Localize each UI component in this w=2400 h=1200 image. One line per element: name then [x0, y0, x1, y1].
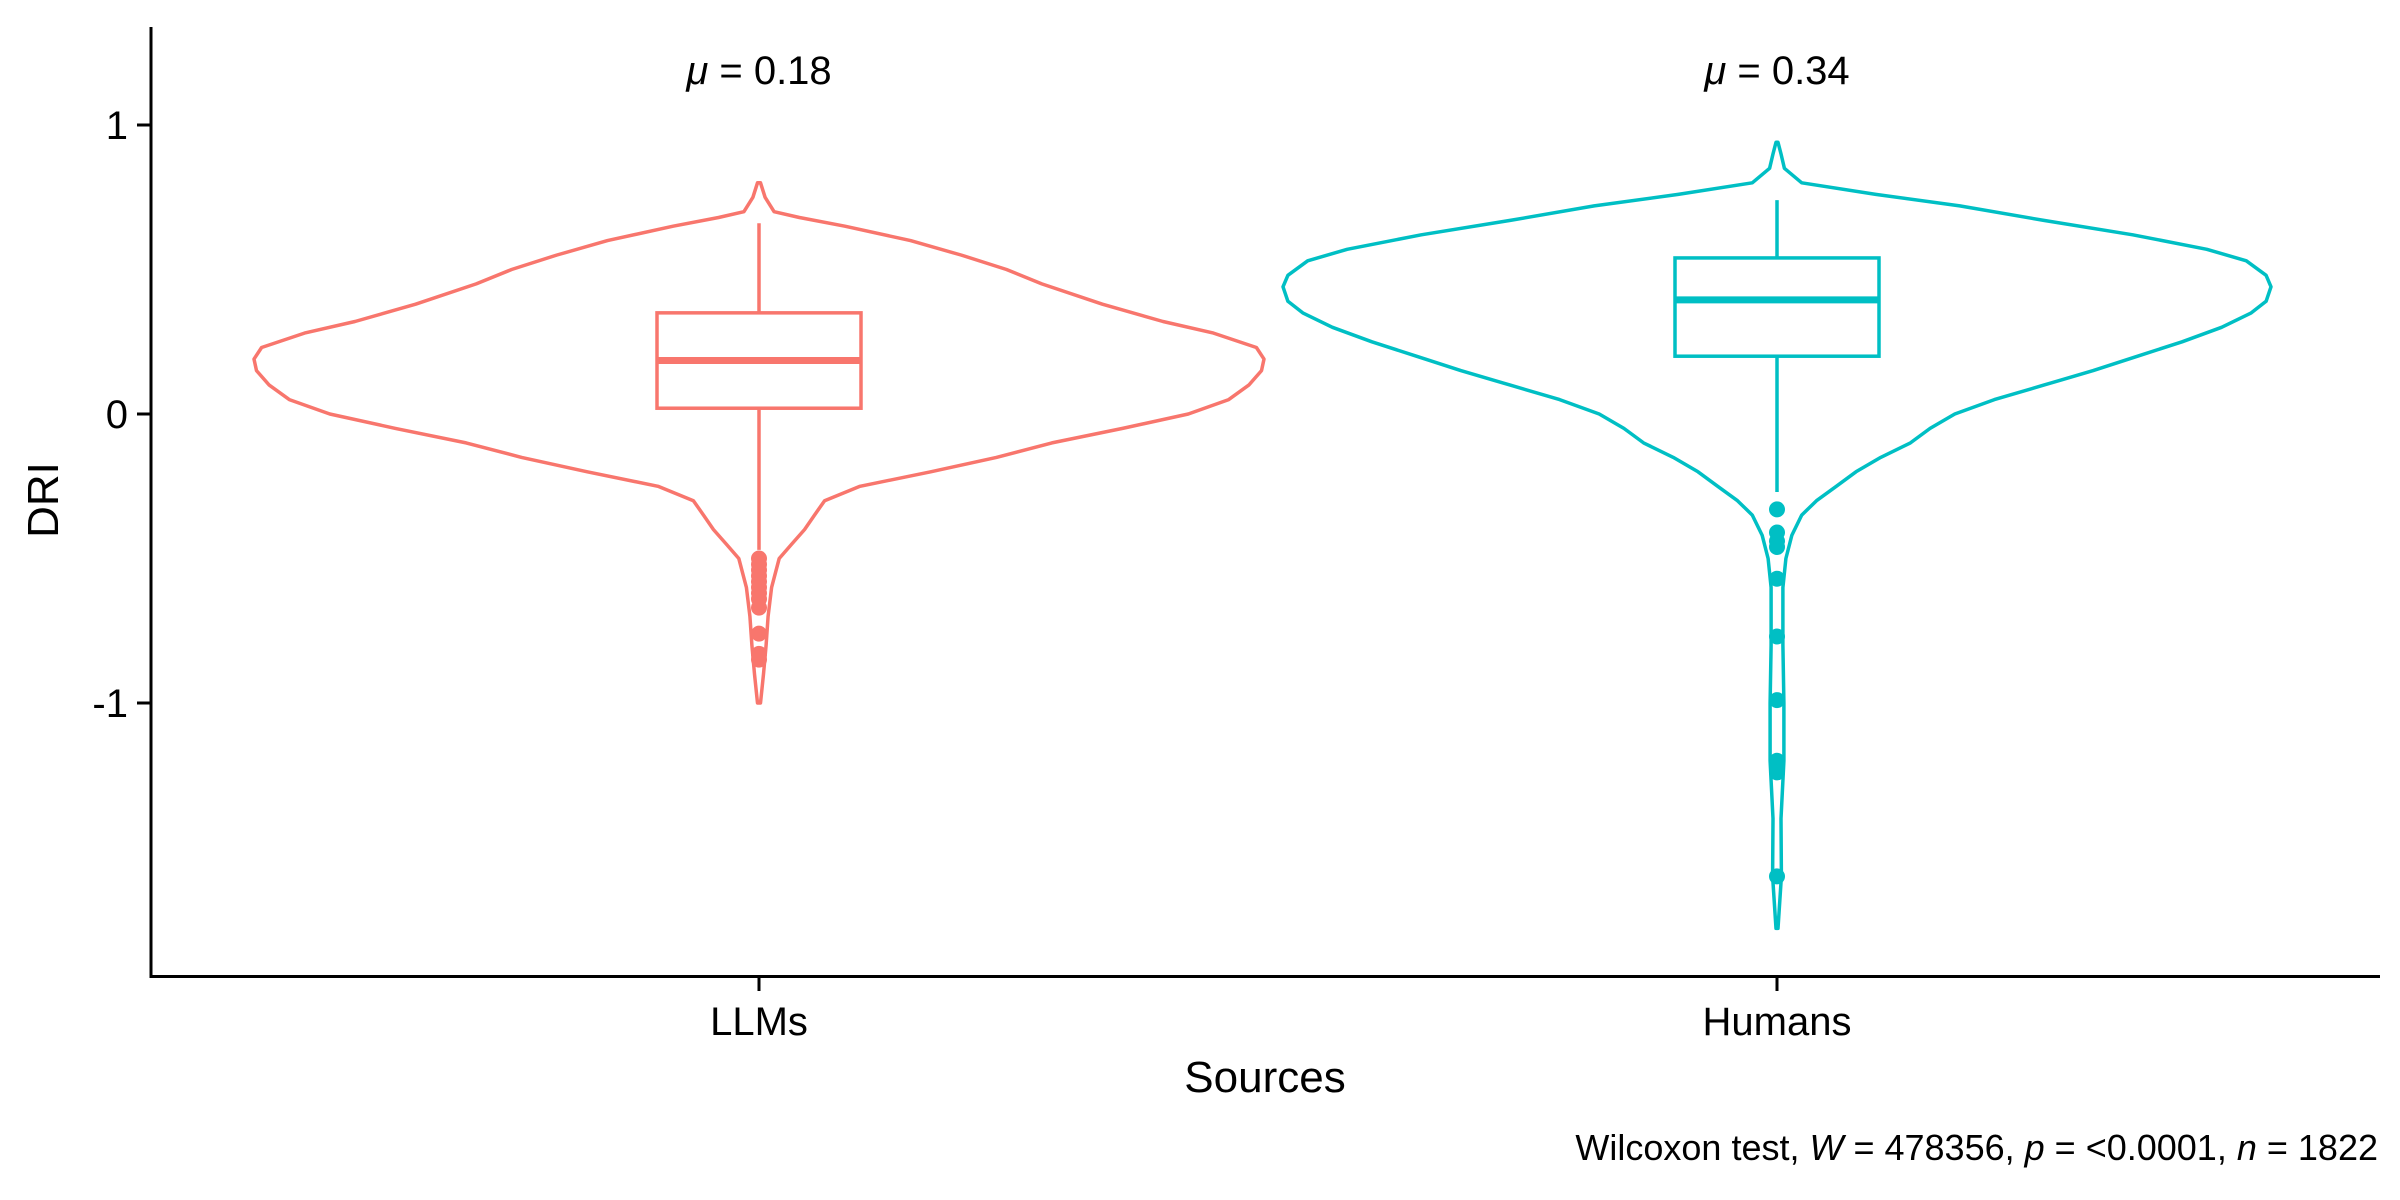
outlier-point [1769, 570, 1785, 587]
mean-value: = 0.34 [1726, 49, 1849, 93]
wilcoxon-caption: Wilcoxon test, W = 478356, p = <0.0001, … [1575, 1127, 2378, 1168]
outlier-point [1769, 692, 1785, 709]
violin-group-humans [1281, 140, 2273, 931]
x-axis-ticks: LLMs Humans [710, 977, 1851, 1044]
caption-part: = <0.0001, [2045, 1127, 2237, 1168]
y-axis-ticks: 1 0 -1 [92, 104, 151, 726]
outlier-point [751, 651, 767, 668]
mean-value: = 0.18 [708, 49, 831, 93]
violin-llms [252, 181, 1266, 705]
mu-symbol: μ [1703, 49, 1726, 93]
caption-part: n [2237, 1127, 2257, 1168]
caption-part: = 478356, [1843, 1127, 2024, 1168]
outlier-point [1769, 538, 1785, 555]
y-tick-label: 1 [106, 104, 128, 148]
caption-part: p [2024, 1127, 2045, 1168]
outlier-point [751, 625, 767, 642]
x-tick-label: Humans [1703, 1000, 1852, 1044]
plot-area [252, 140, 2273, 931]
outlier-point [1769, 868, 1785, 885]
x-axis-title: Sources [1184, 1053, 1345, 1102]
mean-label-llms: μ = 0.18 [685, 49, 831, 93]
y-tick-label: 0 [106, 393, 128, 437]
y-axis-title: DRI [19, 462, 68, 538]
x-tick-label: LLMs [710, 1000, 808, 1044]
y-tick-label: -1 [92, 682, 128, 726]
outlier-point [1769, 628, 1785, 645]
mean-labels: μ = 0.18 μ = 0.34 [685, 49, 1849, 93]
violin-group-llms [252, 181, 1266, 705]
violin-humans [1281, 140, 2273, 931]
caption-part: W [1809, 1127, 1846, 1168]
mean-label-humans: μ = 0.34 [1703, 49, 1849, 93]
box-humans [1673, 256, 1881, 358]
outlier-point [751, 599, 767, 616]
caption-part: Wilcoxon test, [1575, 1127, 1809, 1168]
caption-part: = 1822 [2257, 1127, 2378, 1168]
mu-symbol: μ [685, 49, 708, 93]
outlier-point [1769, 752, 1785, 769]
outlier-point [1769, 501, 1785, 518]
outlier-point [1769, 764, 1785, 781]
